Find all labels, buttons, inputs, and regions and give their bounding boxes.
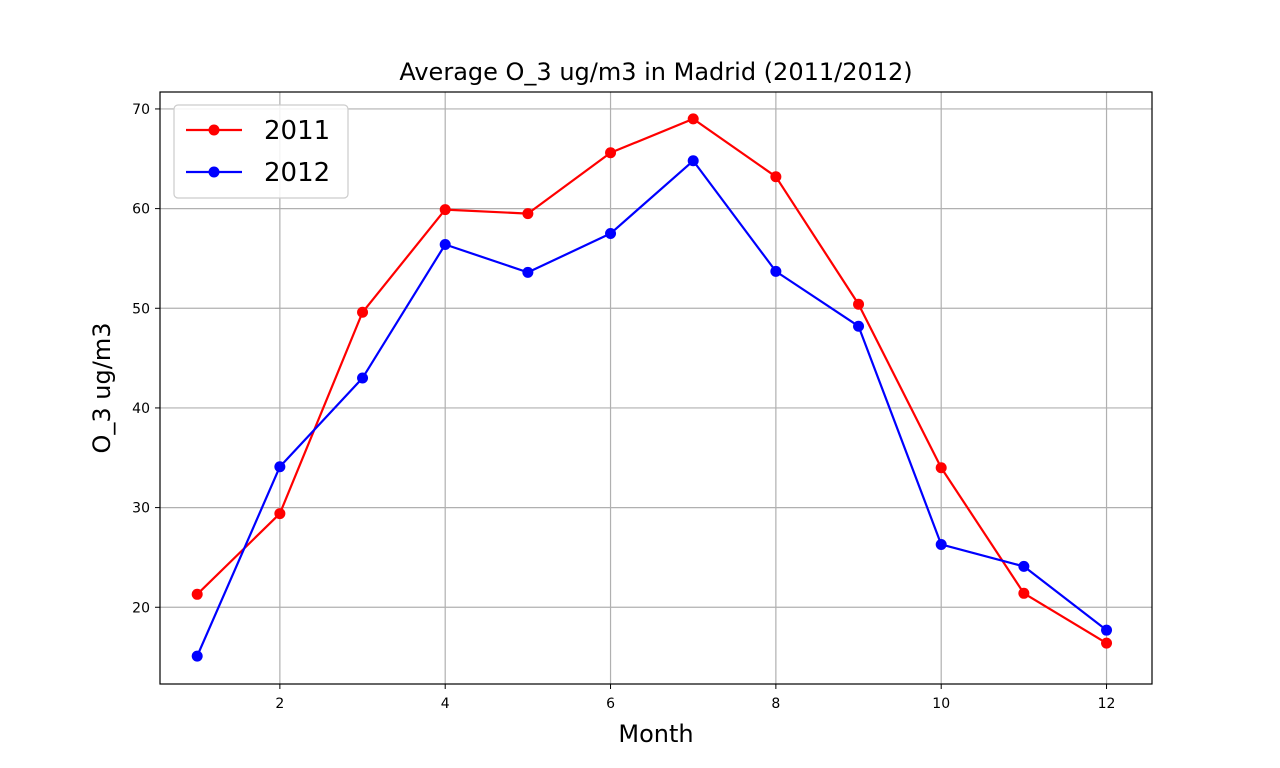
- data-point: [605, 228, 617, 240]
- chart-title: Average O_3 ug/m3 in Madrid (2011/2012): [399, 58, 912, 86]
- data-point: [1101, 624, 1113, 636]
- x-tick-label: 8: [771, 696, 780, 712]
- series-2011: [191, 113, 1113, 649]
- x-tick-label: 10: [932, 696, 950, 712]
- legend-marker: [208, 124, 220, 136]
- data-point: [191, 588, 203, 600]
- series-2012: [191, 155, 1113, 662]
- y-axis-label: O_3 ug/m3: [88, 323, 116, 454]
- plot-frame: [159, 91, 1153, 685]
- x-tick-label: 12: [1098, 696, 1116, 712]
- y-tick-label: 20: [132, 600, 150, 616]
- x-axis: 2 4 6 8 10 12: [275, 684, 1115, 712]
- data-point: [522, 266, 534, 278]
- x-tick-label: 2: [275, 696, 284, 712]
- data-point: [439, 204, 451, 216]
- y-tick-label: 60: [132, 202, 150, 218]
- data-point: [770, 265, 782, 277]
- data-point: [274, 461, 286, 473]
- data-point: [522, 208, 534, 220]
- x-tick-label: 4: [441, 696, 450, 712]
- legend-label: 2012: [264, 158, 330, 188]
- data-point: [439, 238, 451, 250]
- legend-label: 2011: [264, 116, 330, 146]
- data-point: [1018, 587, 1030, 599]
- legend-item: 2011: [186, 116, 330, 146]
- data-point: [853, 298, 865, 310]
- data-point: [935, 538, 947, 550]
- data-point: [357, 372, 369, 384]
- data-point: [1018, 560, 1030, 572]
- data-point: [357, 306, 369, 318]
- y-axis: 20 30 40 50 60 70: [132, 102, 160, 616]
- y-tick-label: 50: [132, 301, 150, 317]
- data-point: [687, 113, 699, 125]
- legend-marker: [208, 166, 220, 178]
- y-tick-label: 40: [132, 401, 150, 417]
- x-tick-label: 6: [606, 696, 615, 712]
- series-line: [196, 117, 1108, 645]
- data-point: [191, 650, 203, 662]
- data-point: [274, 508, 286, 520]
- legend: 2011 2012: [173, 104, 349, 199]
- y-tick-label: 30: [132, 501, 150, 517]
- series-layer: [191, 113, 1113, 662]
- data-point: [1101, 637, 1113, 649]
- series-line: [196, 159, 1108, 657]
- data-point: [770, 171, 782, 183]
- y-tick-label: 70: [132, 102, 150, 118]
- data-point: [687, 155, 699, 167]
- data-point: [853, 320, 865, 332]
- data-point: [605, 147, 617, 159]
- data-point: [935, 462, 947, 474]
- x-axis-label: Month: [618, 720, 693, 748]
- legend-item: 2012: [186, 158, 330, 188]
